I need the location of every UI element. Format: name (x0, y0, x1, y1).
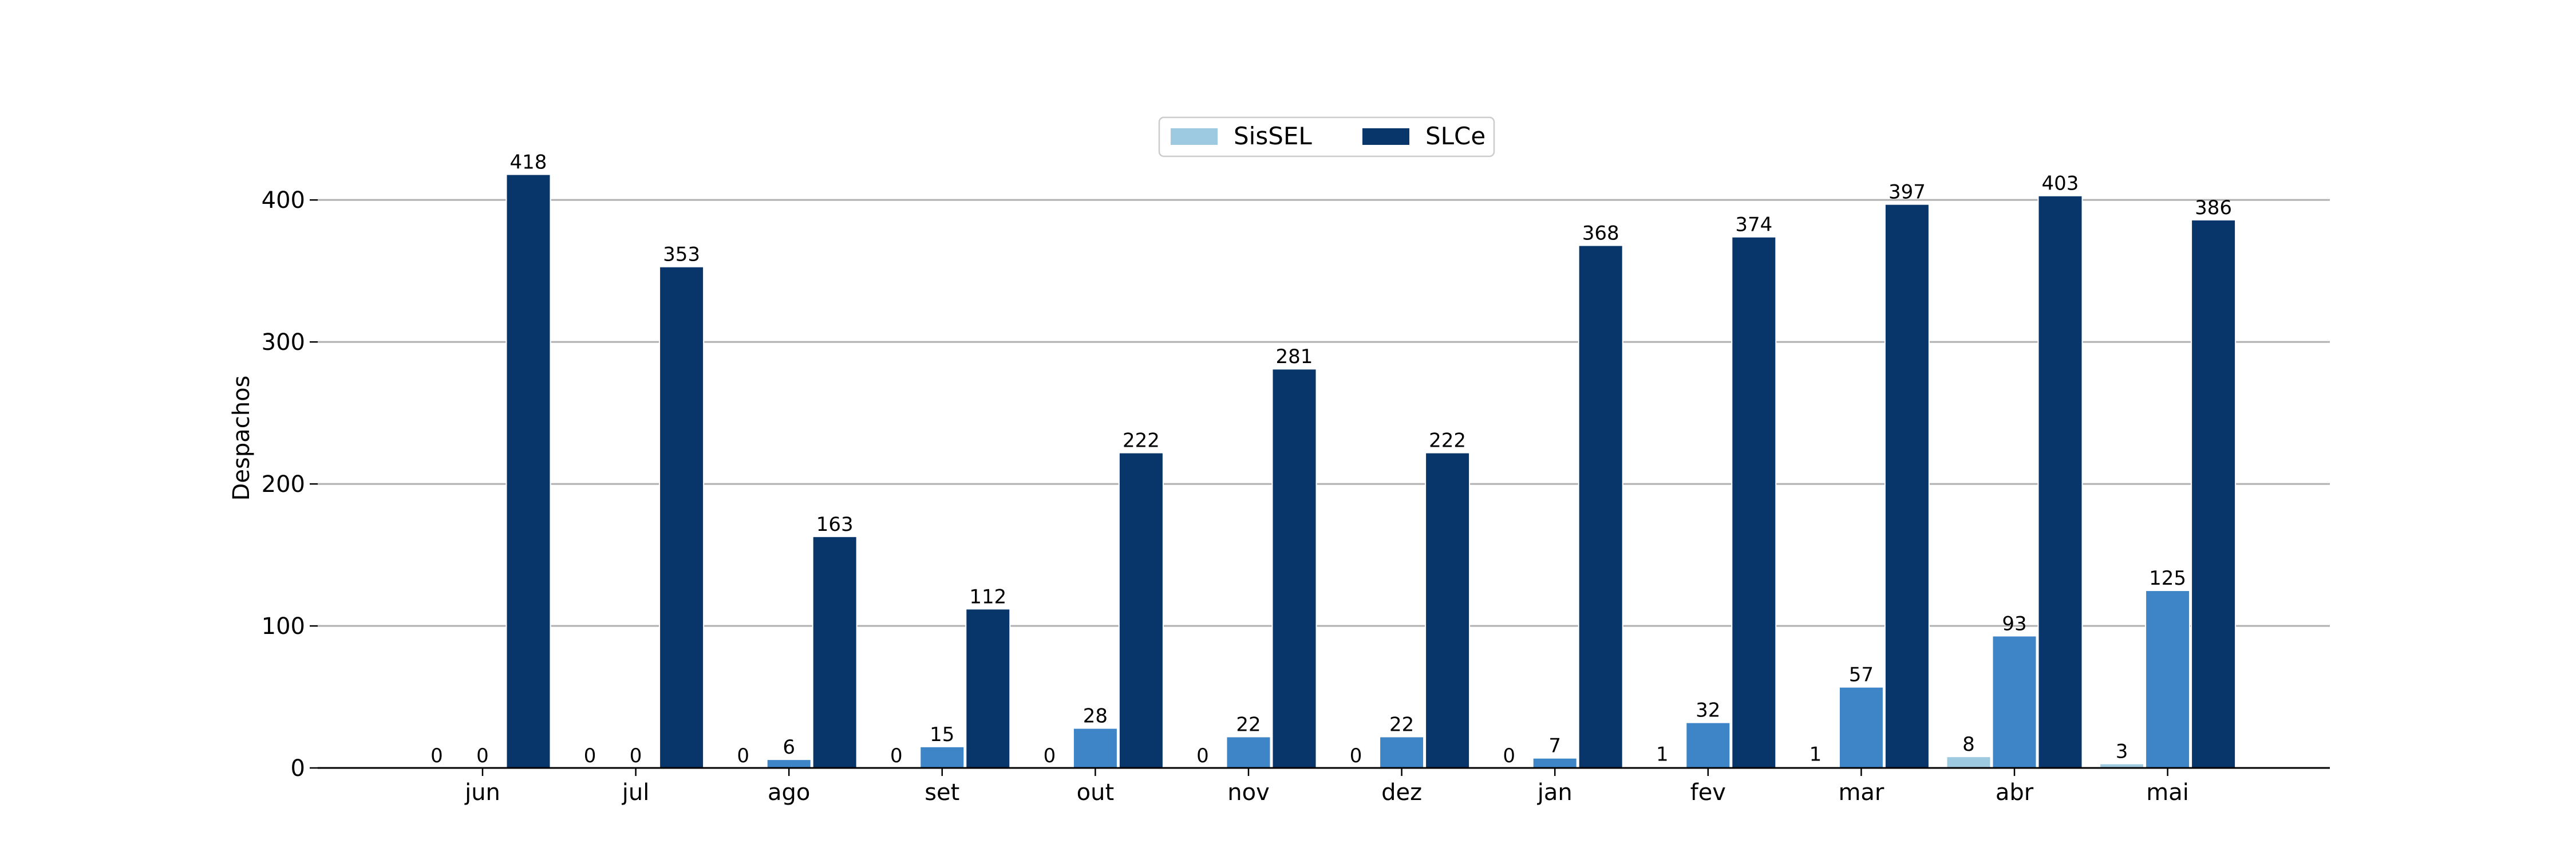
legend-label: SisSEL (1234, 122, 1312, 150)
legend-label: SLCe (1425, 122, 1485, 150)
bar-value-label: 15 (930, 723, 954, 746)
bar-value-label: 353 (663, 243, 700, 266)
bar (812, 535, 858, 769)
x-tick-label: mai (2146, 779, 2189, 806)
x-tick-label: fev (1690, 779, 1726, 806)
bar-value-label: 8 (1962, 733, 1975, 756)
x-tick-label: jun (464, 779, 500, 806)
x-tick-label: abr (1996, 779, 2034, 806)
bar-value-label: 7 (1548, 735, 1561, 758)
bar-value-label: 386 (2195, 196, 2232, 219)
x-tick-label: ago (768, 779, 810, 806)
bar (1838, 686, 1884, 769)
bar-value-label: 418 (510, 151, 547, 174)
bar (919, 746, 965, 769)
bar (1532, 757, 1578, 769)
bar-value-label: 368 (1582, 222, 1619, 245)
bar-value-label: 6 (783, 736, 795, 759)
bar (1271, 368, 1317, 769)
bar (1226, 736, 1271, 769)
bar-value-label: 0 (1350, 744, 1362, 767)
bar (659, 266, 705, 769)
legend: SisSEL SLCe (1158, 116, 1495, 157)
bar-value-label: 0 (1503, 744, 1515, 767)
bar (1379, 736, 1425, 769)
bar-value-label: 397 (1888, 181, 1926, 204)
bar-value-label: 281 (1276, 345, 1313, 368)
y-tick-label: 100 (262, 613, 305, 640)
bar (505, 174, 551, 769)
bar-value-label: 3 (2116, 740, 2128, 763)
x-tick-label: out (1077, 779, 1115, 806)
bar (1072, 727, 1118, 769)
bar-value-label: 0 (430, 744, 443, 767)
bar-value-label: 1 (1656, 743, 1669, 766)
bar-value-label: 0 (737, 744, 749, 767)
bar-value-label: 0 (1196, 744, 1209, 767)
bar-value-label: 22 (1389, 713, 1414, 736)
bar (1731, 236, 1777, 769)
bar (1425, 452, 1471, 769)
bar-value-label: 112 (969, 585, 1006, 608)
bar-value-label: 222 (1429, 430, 1466, 452)
legend-swatch (1171, 128, 1218, 145)
bar (1118, 452, 1164, 769)
x-tick-label: nov (1227, 779, 1270, 806)
bar-value-label: 0 (630, 744, 642, 767)
bar (1685, 722, 1731, 769)
bar (1992, 635, 2037, 769)
x-tick-label: set (924, 779, 959, 806)
bar-value-label: 403 (2042, 172, 2079, 195)
bar (965, 608, 1011, 769)
bar-value-label: 93 (2002, 612, 2026, 635)
x-tick-label: dez (1381, 779, 1422, 806)
bar-value-label: 125 (2149, 567, 2186, 590)
x-tick-label: jul (622, 779, 650, 806)
y-tick-label: 0 (291, 755, 305, 782)
bar-value-label: 57 (1849, 664, 1874, 687)
gridlines (318, 199, 2330, 627)
bar-value-label: 1 (1809, 743, 1822, 766)
bar (766, 759, 812, 769)
bar-value-label: 22 (1236, 713, 1261, 736)
bar (1946, 756, 1992, 769)
bar-value-label: 163 (816, 513, 854, 536)
bar-value-label: 0 (584, 744, 596, 767)
y-tick-label: 300 (262, 329, 305, 356)
bar (2191, 219, 2237, 769)
y-tick-label: 200 (262, 471, 305, 498)
bar-value-label: 222 (1123, 430, 1160, 452)
x-tick-label: jan (1537, 779, 1573, 806)
bar-value-label: 0 (476, 744, 489, 767)
legend-swatch (1362, 128, 1409, 145)
bar-value-label: 32 (1696, 699, 1720, 722)
bar-value-label: 374 (1735, 214, 1772, 237)
legend-box (1158, 116, 1495, 157)
bar-value-label: 0 (890, 744, 903, 767)
bar (1578, 245, 1623, 769)
bars (505, 174, 2237, 769)
bar (2037, 195, 2083, 769)
bar (2145, 590, 2191, 769)
y-tick-label: 400 (262, 187, 305, 214)
bar-value-label: 0 (1044, 744, 1056, 767)
y-axis-title: Despachos (228, 376, 255, 501)
bar-value-label: 28 (1083, 705, 1108, 728)
x-tick-label: mar (1838, 779, 1884, 806)
bar (1884, 203, 1930, 769)
